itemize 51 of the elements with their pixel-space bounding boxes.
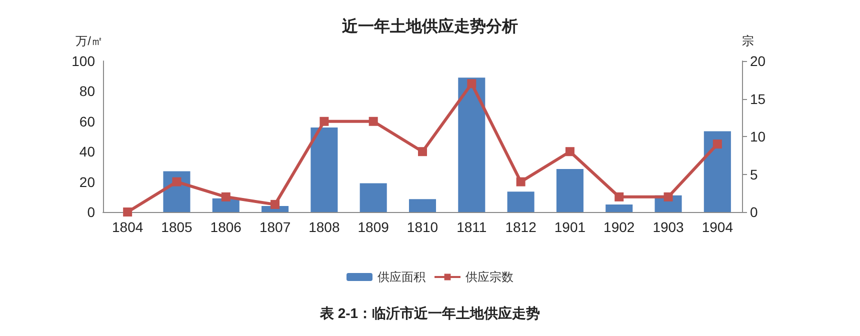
x-tick-label: 1805 <box>161 219 193 235</box>
point <box>123 208 132 216</box>
x-tick-label: 1804 <box>112 219 144 235</box>
point <box>516 177 526 186</box>
point <box>172 177 182 186</box>
y2-tick-label: 0 <box>750 204 758 220</box>
x-tick-label: 1812 <box>505 219 537 235</box>
y-tick-label: 40 <box>79 144 96 160</box>
point <box>467 79 476 88</box>
y-tick-label: 60 <box>79 113 96 130</box>
x-tick-label: 1810 <box>406 219 438 235</box>
x-tick-label: 1807 <box>259 219 291 235</box>
point <box>565 147 574 156</box>
point <box>614 192 624 202</box>
y-tick-label: 0 <box>87 204 96 220</box>
bar <box>704 131 731 212</box>
point <box>418 147 427 156</box>
x-tick-label: 1904 <box>702 219 734 235</box>
y2-tick-label: 20 <box>750 53 766 69</box>
y2-tick-label: 10 <box>750 128 766 144</box>
bar <box>408 199 436 212</box>
legend-label: 供应宗数 <box>466 270 514 284</box>
y-axis-title: 万/㎡ <box>76 34 103 48</box>
point <box>270 200 280 209</box>
y2-axis-title: 宗 <box>742 34 754 48</box>
point <box>221 192 230 202</box>
x-tick-label: 1808 <box>308 219 340 235</box>
bar <box>556 168 584 212</box>
bar <box>507 192 534 212</box>
x-tick-label: 1903 <box>652 219 684 235</box>
chart-title: 近一年土地供应走势分析 <box>341 16 518 36</box>
x-tick-label: 1809 <box>358 219 390 235</box>
text: 表 2-1：临沂市近一年土地供应走势 <box>318 305 540 321</box>
x-tick-label: 1901 <box>554 219 586 235</box>
y2-tick-label: 15 <box>750 90 766 107</box>
bar <box>606 204 633 212</box>
x-tick-label: 1806 <box>210 219 242 235</box>
bar <box>458 78 486 212</box>
y2-tick-label: 5 <box>750 166 758 182</box>
point <box>368 116 378 126</box>
legend-label: 供应面积 <box>378 270 426 284</box>
y-tick-label: 20 <box>79 174 96 190</box>
y-tick-label: 100 <box>72 53 96 69</box>
x-tick-label: 1902 <box>604 219 635 235</box>
point <box>664 192 673 202</box>
y-tick-label: 80 <box>79 83 96 100</box>
bar <box>310 127 338 212</box>
x-tick-label: 1811 <box>456 219 487 235</box>
point <box>712 140 722 149</box>
bar <box>360 183 387 212</box>
point <box>320 116 329 126</box>
